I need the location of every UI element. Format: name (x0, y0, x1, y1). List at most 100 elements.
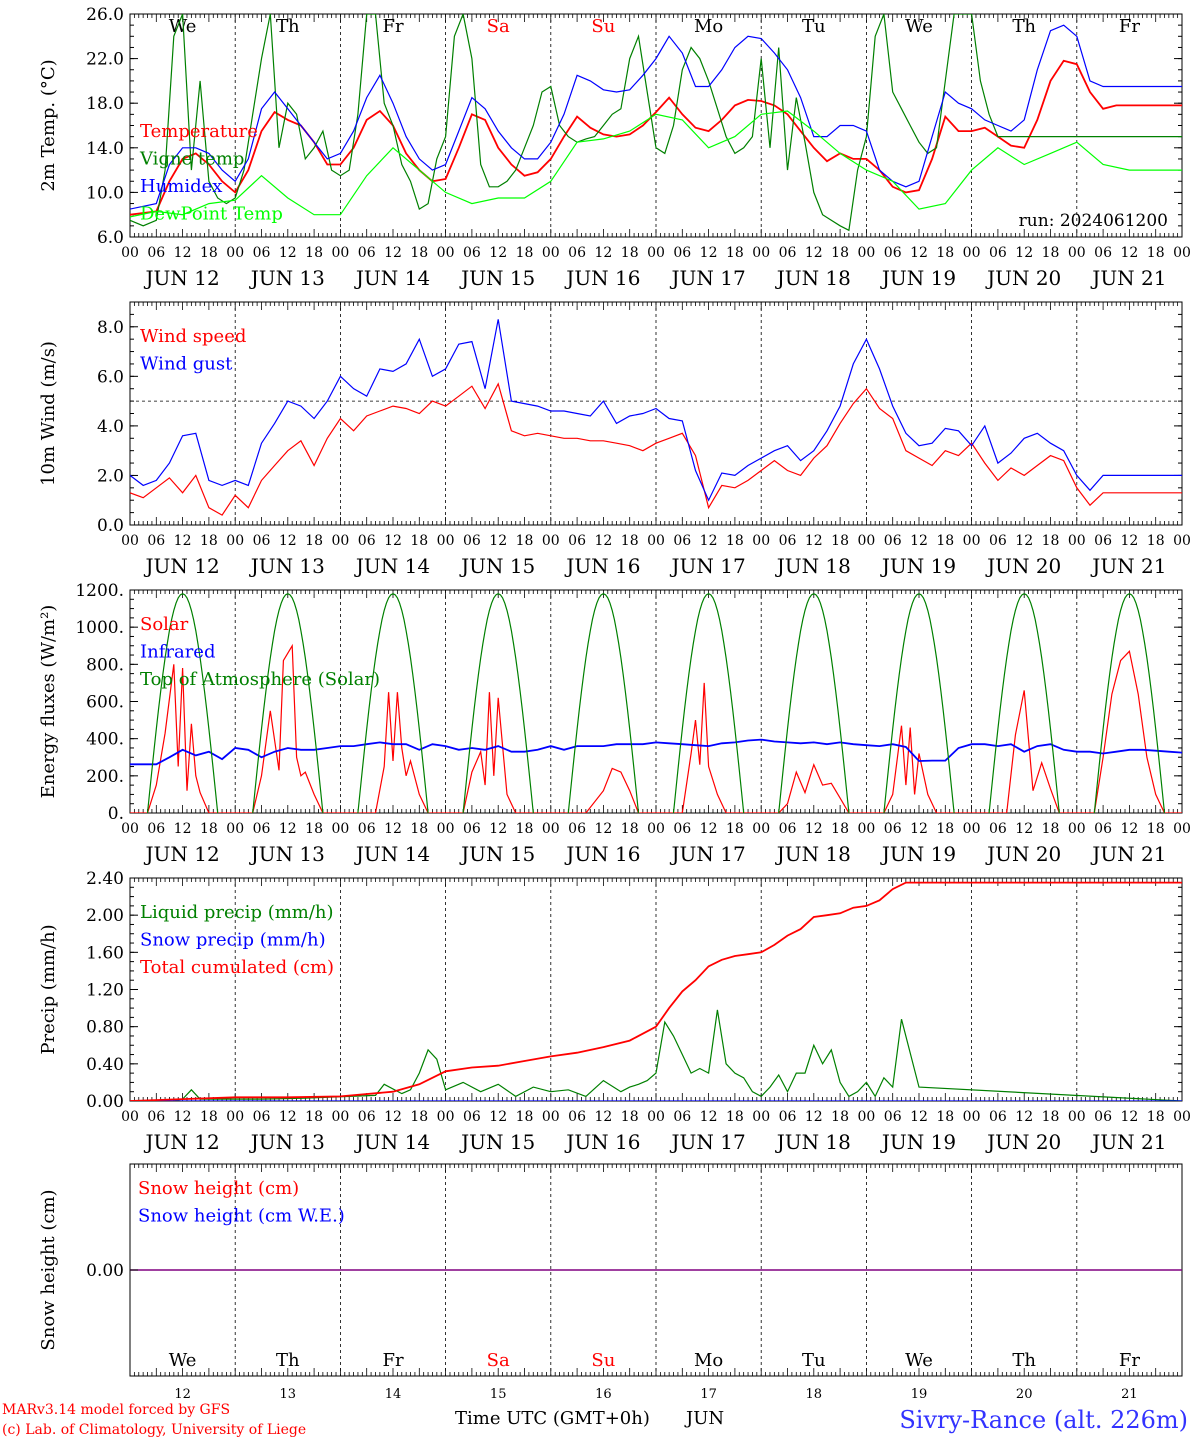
y-tick-label: 2.00 (86, 906, 124, 926)
series-top-of-atmosphere-solar--line (462, 593, 534, 813)
x-hour-label: 00 (857, 245, 875, 261)
x-hour-label: 06 (463, 821, 481, 837)
x-date-label: JUN 17 (670, 842, 746, 866)
panel-4: 0.00 0.40 0.80 1.20 1.60 2.00 2.40 Precip (mm/h… (38, 869, 1191, 1154)
y-tick-label: 8.0 (97, 318, 124, 338)
plot-area (130, 319, 1182, 516)
x-hour-label: 12 (594, 1109, 612, 1125)
x-date-label: JUN 21 (1090, 266, 1166, 290)
x-hour-label: 00 (542, 821, 560, 837)
x-hour-label: 00 (752, 533, 770, 549)
x-hour-label: 18 (200, 1109, 218, 1125)
weekday-label: Fr (1119, 16, 1140, 37)
x-hour-label: 00 (226, 245, 244, 261)
plot-area (130, 14, 1182, 232)
x-hour-label: 06 (884, 245, 902, 261)
x-hour-label: 18 (410, 821, 428, 837)
y-tick-label: 600. (86, 693, 124, 713)
day-number-label: 17 (700, 1387, 717, 1402)
x-date-label: JUN 15 (459, 842, 535, 866)
x-axis-month: JUN (684, 1408, 724, 1429)
x-date-label: JUN 14 (354, 1130, 430, 1154)
y-tick-label: 22.0 (86, 50, 124, 70)
x-hour-label: 06 (358, 533, 376, 549)
x-hour-label: 18 (305, 245, 323, 261)
series-top-of-atmosphere-solar--line (988, 593, 1060, 813)
y-tick-label: 0.40 (86, 1055, 124, 1075)
x-date-label: JUN 12 (144, 1130, 220, 1154)
hour-ticks (129, 14, 1183, 237)
x-hour-label: 00 (1173, 533, 1191, 549)
y-tick-label: 2.40 (86, 869, 124, 889)
x-hour-label: 18 (410, 1109, 428, 1125)
x-hour-label: 12 (910, 533, 928, 549)
weekday-label: Sa (487, 16, 510, 37)
weekday-label: Su (591, 16, 615, 37)
x-hour-label: 06 (884, 533, 902, 549)
y-tick-label: 4.0 (97, 417, 124, 437)
x-hour-label: 18 (1042, 245, 1060, 261)
x-hour-label: 06 (989, 821, 1007, 837)
x-hour-label: 00 (1173, 1109, 1191, 1125)
legend-entry: Top of Atmosphere (Solar) (140, 669, 380, 690)
day-number-label: 15 (490, 1387, 507, 1402)
x-hour-label: 06 (253, 533, 271, 549)
x-date-label: JUN 17 (670, 554, 746, 578)
x-hour-label: 12 (384, 533, 402, 549)
legend-entry: Temperature (140, 121, 258, 142)
x-hour-label: 00 (331, 1109, 349, 1125)
x-date-label: JUN 14 (354, 554, 430, 578)
y-tick-label: 800. (86, 655, 124, 675)
legend-entry: DewPoint Temp (140, 204, 283, 225)
panel-5: 0.00 Snow height (cm) We Th Fr Sa Su Mo Tu We Th Fr… (38, 1163, 1183, 1402)
x-hour-label: 18 (831, 821, 849, 837)
x-hour-label: 00 (1173, 821, 1191, 837)
x-hour-label: 12 (174, 533, 192, 549)
x-hour-label: 06 (1094, 821, 1112, 837)
x-hour-label: 18 (305, 821, 323, 837)
x-hour-label: 12 (1120, 821, 1138, 837)
legend-entry: Solar (140, 614, 189, 635)
series-total-cumulated-cm--line (130, 881, 1182, 1101)
day-number-label: 14 (385, 1387, 402, 1402)
day-number-label: 12 (174, 1387, 191, 1402)
series-humidex-line (130, 24, 1182, 210)
x-axis-label: Time UTC (GMT+0h) (455, 1408, 650, 1429)
station-name: Sivry-Rance (alt. 226m) (899, 1406, 1188, 1434)
y-tick-label: 1.20 (86, 981, 124, 1001)
x-hour-label: 00 (963, 1109, 981, 1125)
weekday-label: Fr (382, 1350, 403, 1371)
footer-credit-lab: (c) Lab. of Climatology, University of L… (2, 1422, 306, 1438)
x-hour-label: 18 (621, 533, 639, 549)
y-tick-label: 1000. (75, 618, 124, 638)
x-hour-label: 06 (673, 245, 691, 261)
x-hour-label: 00 (331, 821, 349, 837)
x-hour-label: 00 (121, 1109, 139, 1125)
x-hour-label: 06 (779, 245, 797, 261)
x-hour-label: 06 (358, 821, 376, 837)
x-hour-label: 06 (779, 821, 797, 837)
x-hour-label: 12 (1015, 821, 1033, 837)
x-date-label: JUN 13 (249, 1130, 325, 1154)
x-hour-label: 12 (174, 821, 192, 837)
y-tick-label: 0.00 (86, 1092, 124, 1112)
x-hour-label: 00 (1068, 1109, 1086, 1125)
legend-entry: Wind gust (140, 354, 233, 375)
series-temperature-line (130, 59, 1182, 216)
x-date-label: JUN 21 (1090, 554, 1166, 578)
x-hour-label: 06 (253, 1109, 271, 1125)
x-date-label: JUN 21 (1090, 1130, 1166, 1154)
x-hour-label: 00 (647, 245, 665, 261)
x-hour-label: 06 (568, 1109, 586, 1125)
x-hour-label: 06 (884, 1109, 902, 1125)
x-hour-label: 18 (305, 1109, 323, 1125)
x-hour-label: 18 (1042, 533, 1060, 549)
x-hour-label: 06 (147, 533, 165, 549)
weekday-label: Fr (382, 16, 403, 37)
series-top-of-atmosphere-solar--line (252, 593, 324, 813)
weekday-label: Mo (694, 16, 723, 37)
y-axis-label: Snow height (cm) (38, 1189, 59, 1350)
x-hour-label: 18 (410, 245, 428, 261)
x-hour-label: 00 (437, 1109, 455, 1125)
x-hour-label: 00 (752, 245, 770, 261)
